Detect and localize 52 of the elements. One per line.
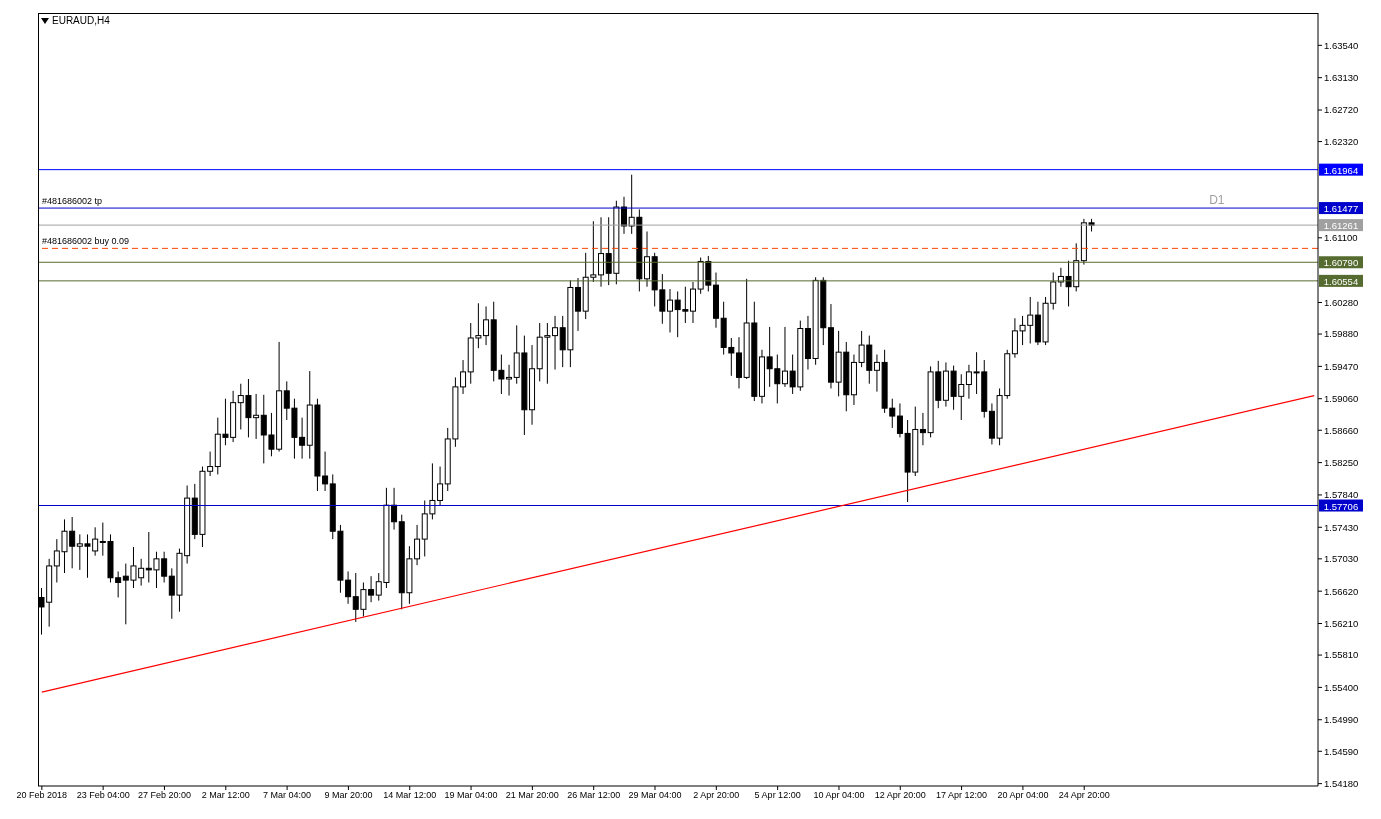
y-tick-label: 1.56620	[1324, 585, 1359, 597]
x-tick-label: 29 Mar 04:00	[628, 790, 682, 801]
ref-line-label: 1.61261	[1323, 220, 1359, 232]
candlestick	[644, 230, 651, 288]
x-tick-label: 2 Apr 20:00	[693, 790, 740, 801]
y-tick-label: 1.56210	[1324, 617, 1359, 629]
x-tick-label: 19 Mar 04:00	[444, 790, 498, 801]
y-tick-label: 1.63540	[1324, 39, 1359, 51]
x-tick-label: 23 Feb 04:00	[76, 790, 130, 801]
ref-line-label: 1.61477	[1323, 203, 1359, 215]
x-tick-label: 20 Feb 2018	[16, 790, 68, 801]
x-tick-label: 10 Apr 04:00	[813, 790, 865, 801]
y-tick-label: 1.55400	[1324, 681, 1359, 693]
y-tick-label: 1.59470	[1324, 360, 1359, 372]
y-tick-label: 1.55810	[1324, 649, 1359, 661]
ref-line-label: 1.57706	[1323, 500, 1359, 512]
chart-title: EURAUD,H4	[52, 15, 110, 26]
y-tick-label: 1.60280	[1324, 296, 1359, 308]
x-tick-label: 26 Mar 12:00	[567, 790, 621, 801]
x-tick-label: 20 Apr 04:00	[997, 790, 1049, 801]
ref-line-label: 1.61964	[1323, 164, 1359, 176]
y-tick-label: 1.61100	[1324, 232, 1358, 244]
y-tick-label: 1.62320	[1324, 135, 1359, 147]
y-tick-label: 1.57430	[1324, 521, 1359, 533]
y-tick-label: 1.59880	[1324, 328, 1359, 340]
x-tick-label: 17 Apr 12:00	[936, 790, 988, 801]
x-tick-label: 2 Mar 12:00	[201, 790, 250, 801]
annotation: #481686002 buy 0.09	[42, 236, 130, 247]
y-tick-label: 1.63130	[1324, 72, 1359, 84]
candlestick	[690, 281, 696, 324]
ref-line-label: 1.60554	[1323, 275, 1359, 287]
x-tick-label: 7 Mar 04:00	[263, 790, 312, 801]
x-tick-label: 12 Apr 20:00	[874, 790, 926, 801]
x-tick-label: 21 Mar 20:00	[505, 790, 559, 801]
y-tick-label: 1.58660	[1324, 424, 1359, 436]
x-tick-label: 5 Apr 12:00	[754, 790, 801, 801]
x-tick-label: 14 Mar 12:00	[383, 790, 437, 801]
x-tick-label: 24 Apr 20:00	[1058, 790, 1110, 801]
y-tick-label: 1.58250	[1324, 456, 1359, 468]
y-tick-label: 1.54180	[1324, 778, 1359, 790]
x-tick-label: 27 Feb 20:00	[137, 790, 191, 801]
y-tick-label: 1.54590	[1324, 745, 1359, 757]
candlestick	[667, 288, 673, 333]
ref-line-label: 1.60790	[1323, 257, 1359, 269]
y-tick-label: 1.57840	[1324, 489, 1359, 501]
y-tick-label: 1.62720	[1324, 104, 1359, 116]
annotation: #481686002 tp	[42, 196, 103, 207]
y-tick-label: 1.57030	[1324, 553, 1359, 565]
y-tick-label: 1.54990	[1324, 714, 1359, 726]
annotation: D1	[1209, 193, 1225, 208]
y-tick-label: 1.59060	[1324, 393, 1359, 405]
x-tick-label: 9 Mar 20:00	[324, 790, 373, 801]
